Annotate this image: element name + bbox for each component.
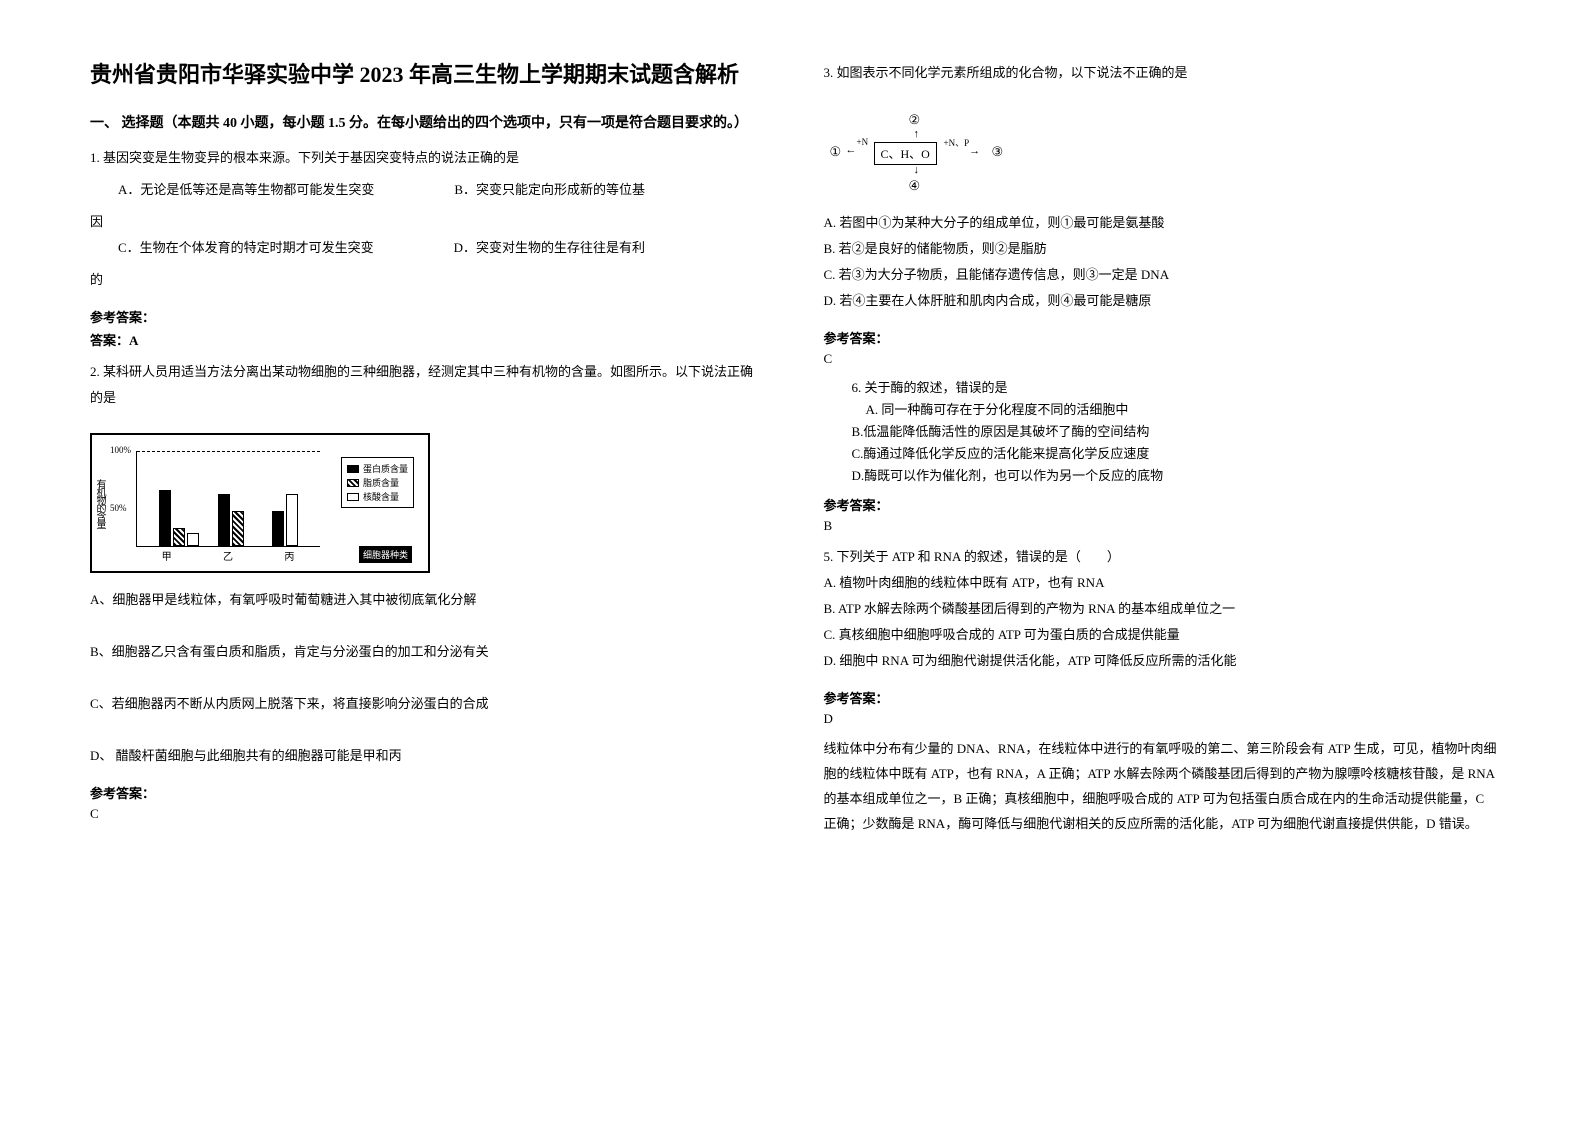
q3-options: A. 若图中①为某种大分子的组成单位，则①最可能是氨基酸 B. 若②是良好的储能… xyxy=(824,210,1498,314)
q3-optD: D. 若④主要在人体肝脏和肌肉内合成，则④最可能是糖原 xyxy=(824,288,1498,314)
right-column: 3. 如图表示不同化学元素所组成的化合物，以下说法不正确的是 ② ↑ ① ←+N… xyxy=(824,60,1498,1062)
q1-optD: D．突变对生物的生存往往是有利 xyxy=(454,235,645,261)
left-column: 贵州省贵阳市华驿实验中学 2023 年高三生物上学期期末试题含解析 一、 选择题… xyxy=(90,60,764,1062)
question-2: 2. 某科研人员用适当方法分离出某动物细胞的三种细胞器，经测定其中三种有机物的含… xyxy=(90,359,764,417)
q5-answer-label: 参考答案： xyxy=(824,688,1498,707)
q5-optC: C. 真核细胞中细胞呼吸合成的 ATP 可为蛋白质的合成提供能量 xyxy=(824,622,1498,648)
chart-legend: 蛋白质含量 脂质含量 核酸含量 xyxy=(341,457,414,508)
x-label-1: 甲 xyxy=(162,548,172,563)
q3-diagram: ② ↑ ① ←+N C、H、O +N、P→ ③ ↓ ④ xyxy=(824,106,1024,196)
chart-ytick-50: 50% xyxy=(110,503,127,513)
q6-optD: D.酶既可以作为催化剂，也可以作为另一个反应的底物 xyxy=(852,465,1498,487)
x-label-2: 乙 xyxy=(223,548,233,563)
chart-ytick-100: 100% xyxy=(110,445,131,455)
chart-x-labels: 甲 乙 丙 xyxy=(136,548,320,563)
q5-explanation: 线粒体中分布有少量的 DNA、RNA，在线粒体中进行的有氧呼吸的第二、第三阶段会… xyxy=(824,737,1498,836)
section-header: 一、 选择题（本题共 40 小题，每小题 1.5 分。在每小题给出的四个选项中，… xyxy=(90,113,764,135)
bar-3-nucleic xyxy=(286,494,298,546)
legend-nucleic: 核酸含量 xyxy=(347,490,408,503)
q6-text: 6. 关于酶的叙述，错误的是 xyxy=(852,377,1498,399)
q1-answer-label: 参考答案： xyxy=(90,307,764,326)
diagram-node-3: ③ xyxy=(992,144,1004,160)
q1-answer: 答案：A xyxy=(90,330,764,349)
q5-optA: A. 植物叶肉细胞的线粒体中既有 ATP，也有 RNA xyxy=(824,570,1498,596)
chart-plot-area xyxy=(136,451,320,547)
diagram-arrow-left: ←+N xyxy=(846,144,869,156)
q2-answer: C xyxy=(90,806,764,822)
q3-text: 3. 如图表示不同化学元素所组成的化合物，以下说法不正确的是 xyxy=(824,60,1498,86)
diagram-node-4: ④ xyxy=(909,178,921,194)
diagram-arrow-down: ↓ xyxy=(914,164,920,176)
q3-optB: B. 若②是良好的储能物质，则②是脂肪 xyxy=(824,236,1498,262)
q3-answer: C xyxy=(824,351,1498,367)
q1-text: 1. 基因突变是生物变异的根本来源。下列关于基因突变特点的说法正确的是 xyxy=(90,145,764,171)
q3-optA: A. 若图中①为某种大分子的组成单位，则①最可能是氨基酸 xyxy=(824,210,1498,236)
q2-optA: A、细胞器甲是线粒体，有氧呼吸时葡萄糖进入其中被彻底氧化分解 xyxy=(90,587,764,613)
q5-optD: D. 细胞中 RNA 可为细胞代谢提供活化能，ATP 可降低反应所需的活化能 xyxy=(824,648,1498,674)
chart-y-label: 有机物的含量 xyxy=(92,479,107,527)
bar-3-protein xyxy=(272,511,284,546)
bar-1-protein xyxy=(159,490,171,546)
q5-optB: B. ATP 水解去除两个磷酸基团后得到的产物为 RNA 的基本组成单位之一 xyxy=(824,596,1498,622)
q5-answer: D xyxy=(824,711,1498,727)
bar-1-lipid xyxy=(173,528,185,546)
q2-optB: B、细胞器乙只含有蛋白质和脂质，肯定与分泌蛋白的加工和分泌有关 xyxy=(90,639,764,665)
diagram-arrow-up: ↑ xyxy=(914,128,920,140)
q1-optA: A．无论是低等还是高等生物都可能发生突变 xyxy=(118,177,374,203)
bar-2-protein xyxy=(218,494,230,546)
q1-optB-cont: 因 xyxy=(90,209,764,235)
question-6: 6. 关于酶的叙述，错误的是 A. 同一种酶可存在于分化程度不同的活细胞中 B.… xyxy=(852,377,1498,487)
q5-text: 5. 下列关于 ATP 和 RNA 的叙述，错误的是（ ） xyxy=(824,544,1498,570)
document-title: 贵州省贵阳市华驿实验中学 2023 年高三生物上学期期末试题含解析 xyxy=(90,60,764,91)
legend-protein: 蛋白质含量 xyxy=(347,462,408,475)
bar-group-3 xyxy=(272,494,298,546)
bar-group-2 xyxy=(218,494,244,546)
q2-optC: C、若细胞器丙不断从内质网上脱落下来，将直接影响分泌蛋白的合成 xyxy=(90,691,764,717)
diagram-node-1: ① xyxy=(830,144,842,160)
q6-optC: C.酶通过降低化学反应的活化能来提高化学反应速度 xyxy=(852,443,1498,465)
bar-group-1 xyxy=(159,490,199,546)
q6-answer: B xyxy=(824,518,1498,534)
bar-2-lipid xyxy=(232,511,244,546)
q3-optC: C. 若③为大分子物质，且能储存遗传信息，则③一定是 DNA xyxy=(824,262,1498,288)
chart-x-axis-label: 细胞器种类 xyxy=(359,546,412,563)
diagram-center: C、H、O xyxy=(874,142,937,165)
bar-1-nucleic xyxy=(187,533,199,546)
legend-lipid: 脂质含量 xyxy=(347,476,408,489)
q2-text: 2. 某科研人员用适当方法分离出某动物细胞的三种细胞器，经测定其中三种有机物的含… xyxy=(90,359,764,411)
question-1: 1. 基因突变是生物变异的根本来源。下列关于基因突变特点的说法正确的是 A．无论… xyxy=(90,145,764,293)
q1-optC: C．生物在个体发育的特定时期才可发生突变 xyxy=(118,235,374,261)
q6-answer-label: 参考答案： xyxy=(824,495,1498,514)
q2-chart: 有机物的含量 100% 50% xyxy=(90,433,764,573)
chart-dashed-line xyxy=(137,451,320,452)
q2-answer-label: 参考答案： xyxy=(90,783,764,802)
question-3: 3. 如图表示不同化学元素所组成的化合物，以下说法不正确的是 xyxy=(824,60,1498,92)
q6-optA: A. 同一种酶可存在于分化程度不同的活细胞中 xyxy=(866,399,1498,421)
q2-optD: D、 醋酸杆菌细胞与此细胞共有的细胞器可能是甲和丙 xyxy=(90,743,764,769)
q2-options: A、细胞器甲是线粒体，有氧呼吸时葡萄糖进入其中被彻底氧化分解 B、细胞器乙只含有… xyxy=(90,587,764,769)
q1-optD-cont: 的 xyxy=(90,267,764,293)
q6-optB: B.低温能降低酶活性的原因是其破坏了酶的空间结构 xyxy=(852,421,1498,443)
x-label-3: 丙 xyxy=(284,548,294,563)
diagram-arrow-right: +N、P→ xyxy=(944,144,981,157)
question-5: 5. 下列关于 ATP 和 RNA 的叙述，错误的是（ ） A. 植物叶肉细胞的… xyxy=(824,544,1498,674)
q1-optB: B．突变只能定向形成新的等位基 xyxy=(454,177,645,203)
q3-answer-label: 参考答案： xyxy=(824,328,1498,347)
diagram-node-2: ② xyxy=(909,112,921,128)
